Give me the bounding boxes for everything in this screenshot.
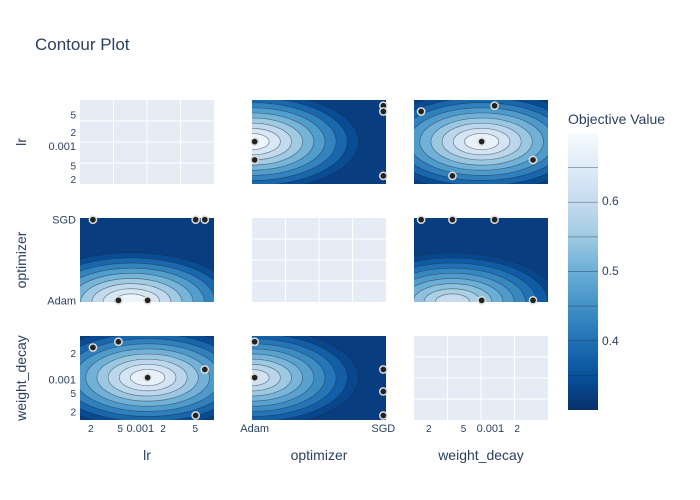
x-axis-title-optimizer: optimizer [291, 447, 348, 463]
y-tick-label: 2 [70, 128, 76, 139]
trial-point [143, 295, 153, 305]
subplot-lr-vs-optimizer [250, 100, 388, 184]
subplot-lr-vs-lr [80, 100, 214, 184]
trial-point [448, 215, 457, 225]
subplot-weight_decay-vs-weight_decay [414, 336, 548, 420]
x-tick-label: 0.001 [477, 423, 505, 435]
x-tick-label: SGD [371, 423, 395, 435]
y-axis-title-lr: lr [13, 138, 29, 146]
trial-point [378, 365, 388, 374]
y-tick-label: 2 [70, 175, 76, 186]
x-tick-label: Adam [240, 423, 269, 435]
x-tick-label: 2 [160, 424, 166, 435]
contour-fill [414, 252, 548, 302]
trial-point [378, 107, 388, 116]
y-axis-title-optimizer: optimizer [13, 231, 29, 288]
contour-fill [252, 100, 359, 184]
trial-point [250, 337, 260, 347]
contour-level [434, 293, 470, 302]
y-axis-title-weight_decay: weight_decay [13, 335, 29, 422]
x-tick-label: 2 [514, 424, 520, 435]
y-tick-label: 2 [70, 349, 76, 360]
trial-point [114, 337, 123, 347]
y-tick-label: 5 [70, 162, 76, 173]
trial-point [88, 343, 98, 352]
trial-point [191, 215, 200, 225]
trial-point [200, 365, 210, 374]
trial-point [477, 137, 487, 146]
x-tick-label: 2 [88, 424, 94, 435]
trial-point [528, 295, 538, 305]
subplot-optimizer-vs-weight_decay [414, 215, 548, 305]
x-axis-title-weight_decay: weight_decay [437, 447, 524, 463]
contour-fill [252, 336, 359, 420]
trial-point [490, 101, 499, 111]
x-tick-label: 0.001 [127, 423, 155, 435]
subplot-weight_decay-vs-lr [80, 336, 214, 420]
trial-point [250, 155, 260, 165]
contour-level [252, 133, 270, 151]
subplot-lr-vs-weight_decay [414, 100, 548, 184]
colorbar: Objective Value 0.6 0.5 0.4 [568, 111, 665, 410]
trial-point [143, 373, 153, 382]
subplot-optimizer-vs-optimizer [252, 218, 386, 302]
y-tick-label: Adam [47, 295, 76, 307]
trial-point [448, 171, 457, 181]
subplot-weight_decay-vs-optimizer [250, 336, 388, 420]
colorbar-title: Objective Value [568, 111, 665, 127]
trial-point [88, 215, 98, 225]
colorbar-tick-label: 0.5 [602, 264, 619, 278]
x-tick-label: 2 [426, 424, 432, 435]
trial-point [378, 171, 388, 181]
trial-point [490, 215, 499, 225]
trial-point [416, 215, 426, 225]
trial-point [378, 387, 388, 396]
contour-level [252, 369, 270, 387]
trial-point [416, 107, 426, 116]
trial-point [191, 411, 200, 420]
y-tick-label: 2 [70, 408, 76, 419]
y-tick-label: SGD [52, 215, 76, 227]
x-axis-title-lr: lr [143, 447, 151, 463]
colorbar-tick-label: 0.6 [602, 194, 619, 208]
x-tick-label: 5 [117, 424, 123, 435]
chart-title: Contour Plot [35, 35, 130, 54]
contour-fill [80, 252, 214, 302]
trial-point [114, 295, 123, 305]
trial-point [200, 215, 210, 225]
trial-point [477, 295, 487, 305]
trial-point [250, 373, 260, 382]
trial-point [378, 411, 388, 420]
x-tick-label: 5 [461, 424, 467, 435]
trial-point [250, 137, 260, 146]
trial-point [528, 155, 538, 165]
y-tick-label: 5 [70, 389, 76, 400]
y-tick-label: 5 [70, 110, 76, 121]
subplot-optimizer-vs-lr [80, 215, 214, 305]
contour-level [113, 293, 149, 302]
x-tick-label: 5 [192, 424, 198, 435]
y-tick-label: 0.001 [48, 141, 76, 153]
y-tick-label: 0.001 [48, 375, 76, 387]
colorbar-tick-label: 0.4 [602, 334, 619, 348]
